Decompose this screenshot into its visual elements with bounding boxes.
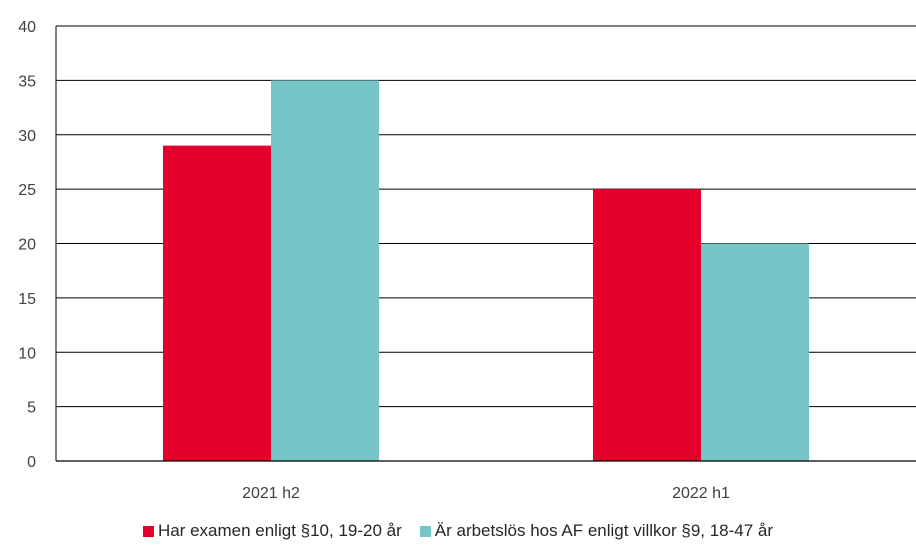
x-tick-label: 2021 h2 <box>242 485 300 502</box>
legend-label: Har examen enligt §10, 19-20 år <box>157 521 402 540</box>
legend-swatch <box>142 525 154 537</box>
y-tick-label: 25 <box>18 182 36 199</box>
y-tick-label: 15 <box>18 291 36 308</box>
y-axis-ticks: 0 5 10 15 20 25 30 35 40 <box>18 19 36 471</box>
y-tick-label: 0 <box>27 454 36 471</box>
y-tick-label: 40 <box>18 19 36 36</box>
x-tick-label: 2022 h1 <box>672 485 730 502</box>
legend-item-series-2: Är arbetslös hos AF enligt villkor §9, 1… <box>419 521 774 541</box>
y-tick-label: 35 <box>18 73 36 90</box>
bar-1-2 <box>593 189 701 461</box>
legend: Har examen enligt §10, 19-20 år Är arbet… <box>0 521 916 541</box>
bar-2-2 <box>701 243 809 461</box>
legend-label: Är arbetslös hos AF enligt villkor §9, 1… <box>434 521 774 540</box>
y-tick-label: 10 <box>18 345 36 362</box>
bar-2-1 <box>271 80 379 461</box>
legend-item-series-1: Har examen enligt §10, 19-20 år <box>142 521 402 541</box>
y-tick-label: 30 <box>18 128 36 145</box>
bars <box>163 80 809 461</box>
y-tick-label: 5 <box>27 400 36 417</box>
legend-swatch <box>419 525 431 537</box>
x-axis-ticks: 2021 h2 2022 h1 <box>242 485 730 502</box>
y-tick-label: 20 <box>18 237 36 254</box>
bar-1-1 <box>163 145 271 461</box>
